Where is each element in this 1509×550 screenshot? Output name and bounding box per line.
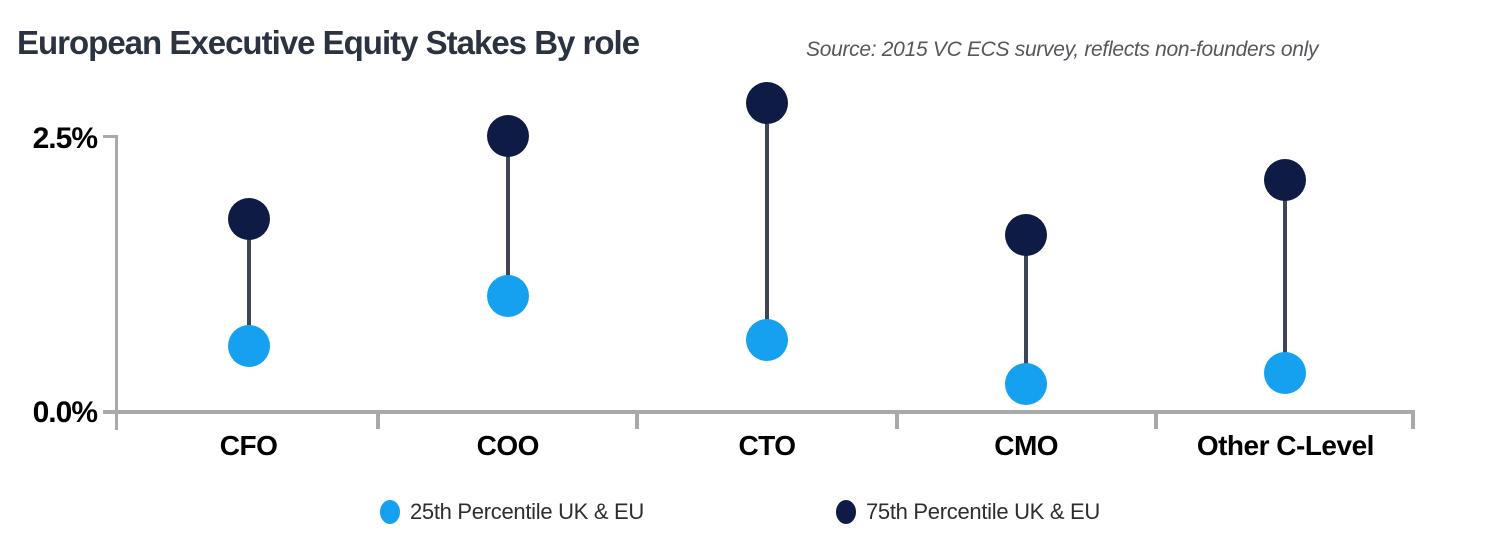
x-axis-label: Other C-Level <box>1196 430 1375 461</box>
dot-75th-percentile <box>1005 214 1048 257</box>
connector-line <box>765 102 769 341</box>
dot-75th-percentile <box>486 115 529 157</box>
legend-marker-25th-icon <box>380 500 400 524</box>
y-axis-tick-label-bottom: 0.0% <box>32 396 98 429</box>
dot-75th-percentile <box>1264 159 1307 202</box>
legend-marker-75th-icon <box>836 500 856 524</box>
dot-25th-percentile <box>486 275 529 318</box>
x-axis-label: COO <box>476 430 540 461</box>
chart-title: European Executive Equity Stakes By role <box>17 24 640 61</box>
x-axis-label: CMO <box>994 430 1059 461</box>
dot-75th-percentile <box>746 81 788 124</box>
y-axis-tick-label-top: 2.5% <box>32 122 98 155</box>
x-axis-tick-mark <box>376 411 381 429</box>
legend-label-25th: 25th Percentile UK & EU <box>410 499 644 524</box>
x-axis-tick-mark <box>894 411 899 429</box>
legend-item-75th-percentile: 75th Percentile UK & EU <box>836 499 1100 525</box>
dot-75th-percentile <box>227 197 270 240</box>
x-axis-tick-mark <box>635 411 640 429</box>
dot-25th-percentile <box>1264 352 1307 395</box>
x-axis-label: CTO <box>738 430 796 461</box>
x-axis-tick-mark-end <box>1411 411 1415 429</box>
dot-25th-percentile <box>227 324 270 367</box>
y-axis-line <box>115 135 118 430</box>
connector-line <box>1283 180 1288 374</box>
dot-25th-percentile <box>1005 363 1048 406</box>
source-note: Source: 2015 VC ECS survey, reflects non… <box>806 38 1319 61</box>
connector-line <box>505 136 510 297</box>
connector-line <box>1024 235 1029 385</box>
dot-25th-percentile <box>746 319 788 362</box>
x-axis-line <box>103 410 1415 414</box>
y-axis-tick-mark-top <box>103 135 118 138</box>
x-axis-tick-mark <box>1153 411 1158 429</box>
legend-item-25th-percentile: 25th Percentile UK & EU <box>380 499 644 525</box>
legend-label-75th: 75th Percentile UK & EU <box>866 499 1100 524</box>
x-axis-label: CFO <box>219 430 278 461</box>
connector-line <box>246 218 251 346</box>
